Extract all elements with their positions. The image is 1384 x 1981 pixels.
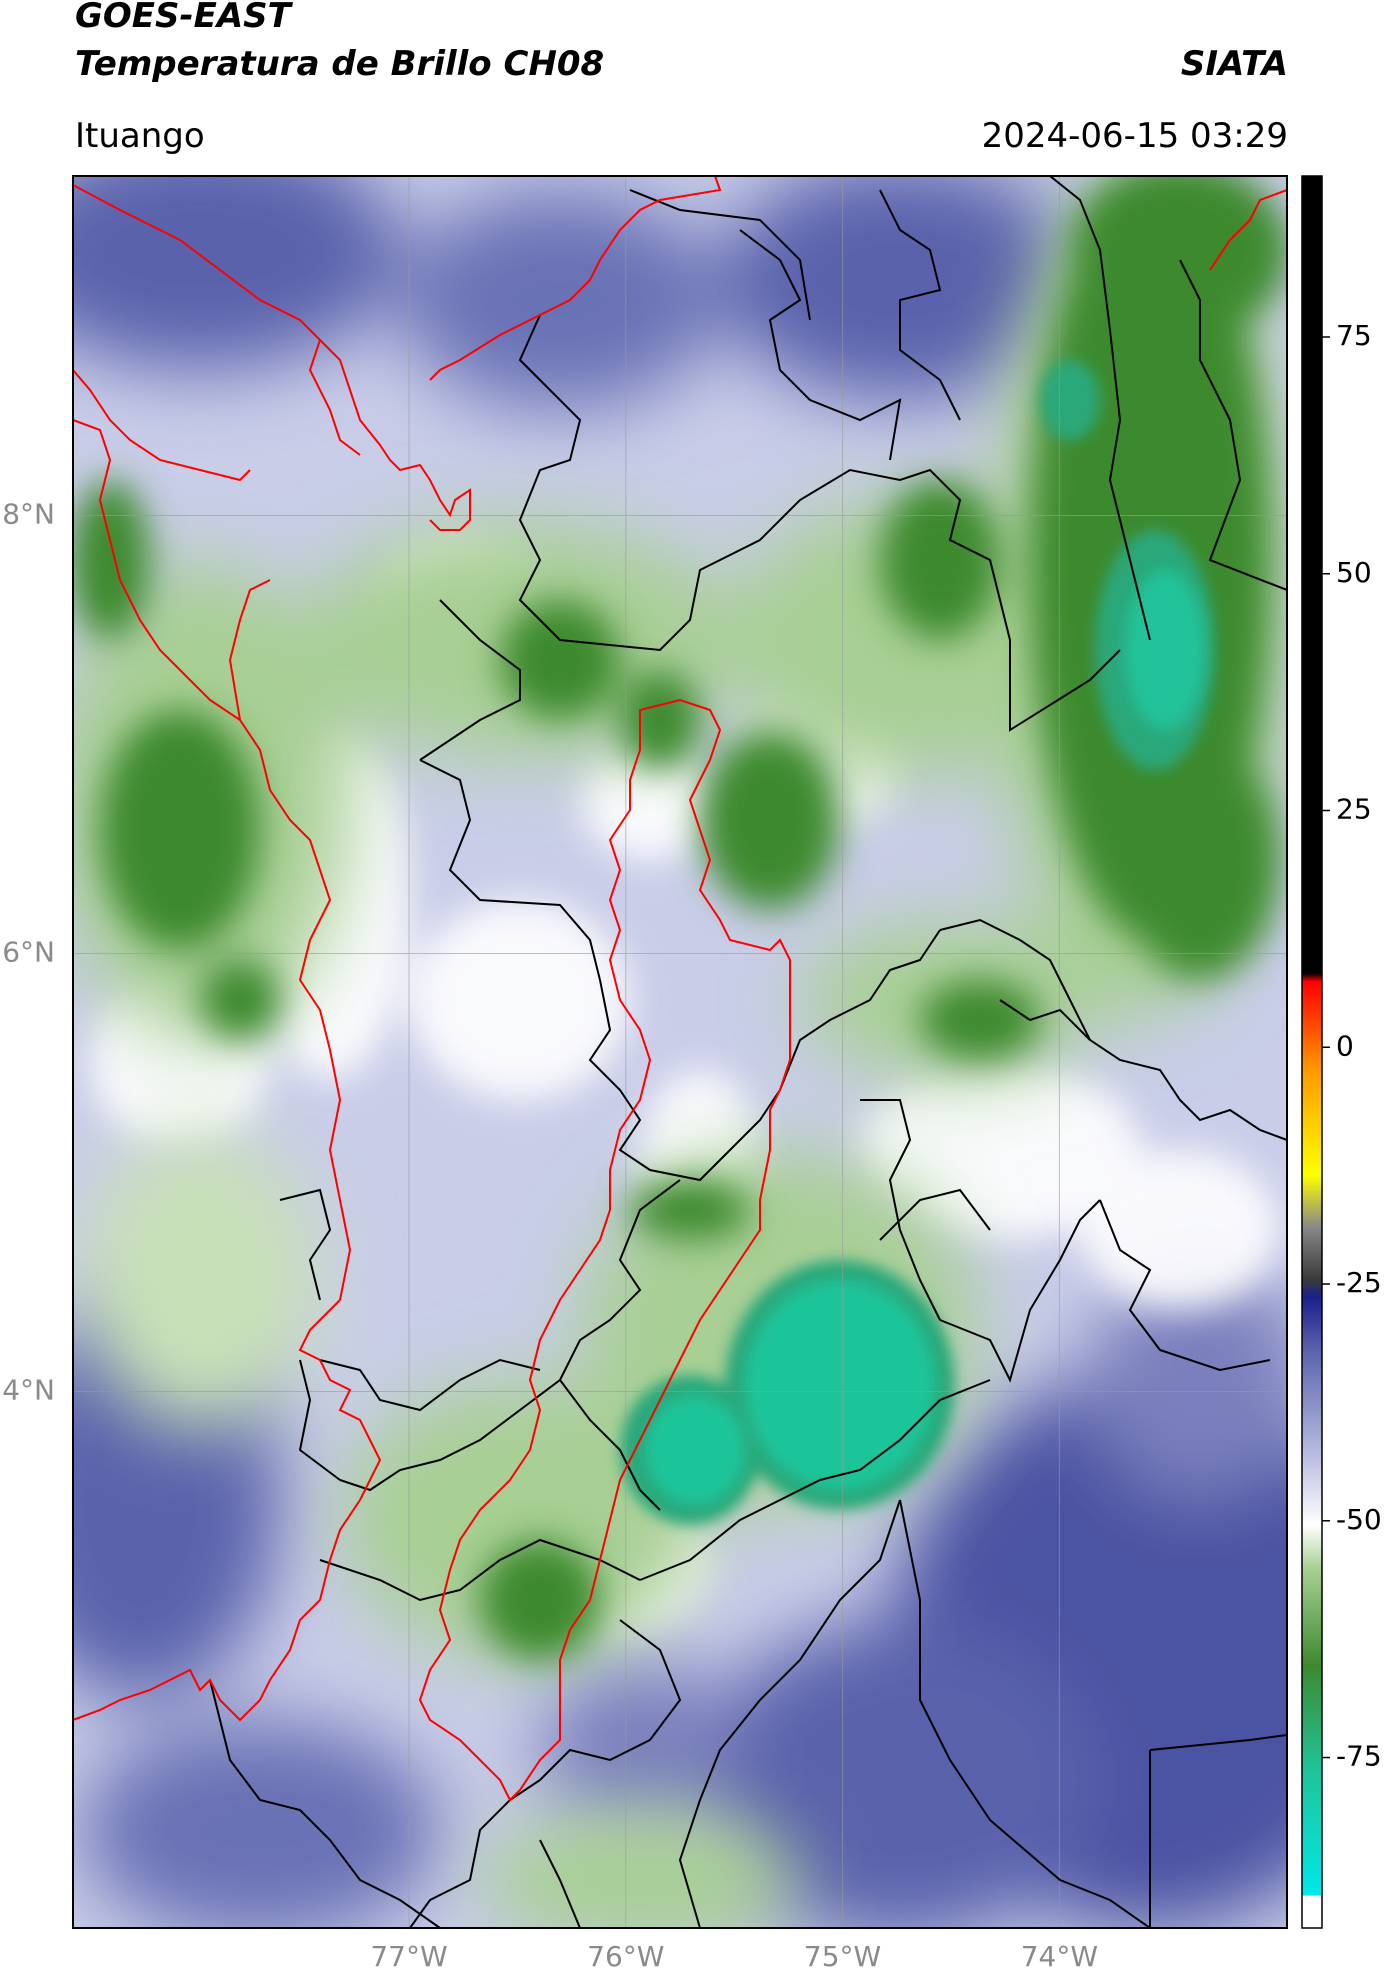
- colorbar-ticks: 75 50 25 0 -25 -50 -75: [1322, 319, 1382, 1773]
- satellite-title: GOES-EAST: [75, 0, 291, 36]
- ituango-basin-outline: [418, 698, 791, 1802]
- lon-tick-label: 74°W: [1021, 1940, 1098, 1973]
- colorbar-gradient: [1301, 175, 1323, 1929]
- organization-label: SIATA: [1180, 44, 1288, 84]
- colorbar-tick-label: -50: [1336, 1503, 1382, 1536]
- colorbar-tick-label: -75: [1336, 1740, 1382, 1773]
- lat-tick-label: 8°N: [2, 497, 55, 530]
- lon-tick-label: 77°W: [370, 1940, 447, 1973]
- timestamp-label: 2024-06-15 03:29: [981, 116, 1288, 156]
- colorbar-tick-label: 50: [1336, 556, 1372, 589]
- product-title: Temperatura de Brillo CH08: [75, 44, 605, 84]
- department-borders: [209, 176, 1287, 1928]
- lon-tick-label: 76°W: [587, 1940, 664, 1973]
- colorbar-tick-label: 75: [1336, 319, 1372, 352]
- graticule: [73, 176, 1287, 1928]
- lon-tick-label: 75°W: [804, 1940, 881, 1973]
- lat-tick-label: 4°N: [2, 1373, 55, 1406]
- satellite-imagery: [73, 176, 1287, 1928]
- colorbar-tick-label: 0: [1336, 1029, 1354, 1062]
- colorbar: 75 50 25 0 -25 -50 -75: [1301, 175, 1382, 1929]
- region-label: Ituango: [75, 116, 205, 156]
- longitude-ticks: 77°W 76°W 75°W 74°W: [370, 1940, 1098, 1973]
- lat-tick-label: 6°N: [2, 935, 55, 968]
- latitude-ticks: 8°N 6°N 4°N: [2, 497, 55, 1406]
- coastline: [73, 176, 1287, 1722]
- map-frame: [72, 175, 1288, 1929]
- colorbar-tick-label: 25: [1336, 793, 1372, 826]
- colorbar-tick-label: -25: [1336, 1266, 1382, 1299]
